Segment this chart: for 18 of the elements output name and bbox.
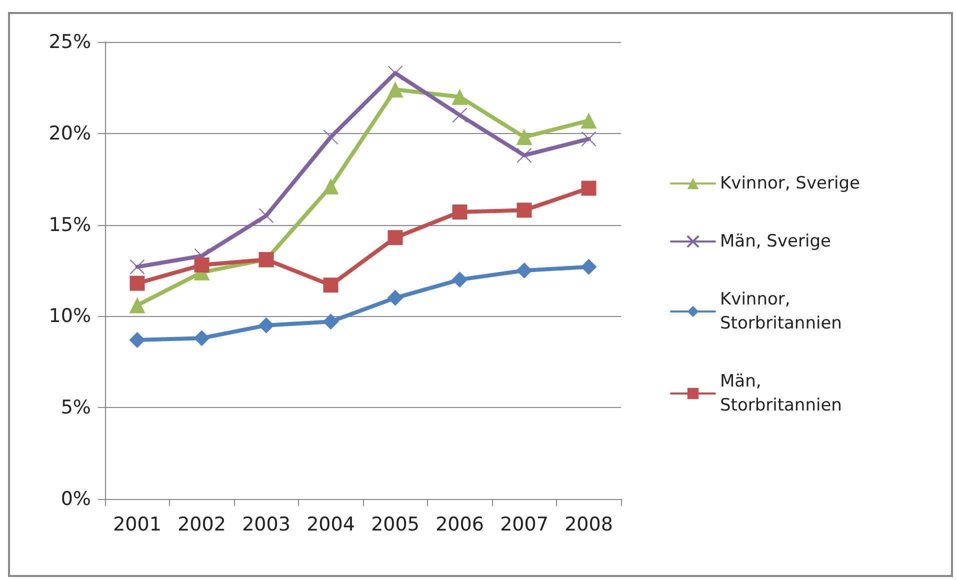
- x-tick-label: 2003: [242, 514, 290, 536]
- y-tick-label: 15%: [48, 214, 91, 236]
- legend-label: Män, Storbritannien: [720, 372, 842, 416]
- x-tick-label: 2008: [564, 514, 613, 536]
- legend-label: Kvinnor, Storbritannien: [720, 290, 842, 334]
- y-tick-label: 10%: [48, 305, 91, 328]
- x-tick-label: 2002: [178, 514, 226, 536]
- x-tick-label: 2005: [371, 514, 420, 536]
- y-tick-label: 0%: [60, 488, 91, 510]
- y-tick-label: 5%: [60, 396, 91, 419]
- y-tick-label: 25%: [48, 31, 91, 53]
- legend-label: Män, Sverige: [720, 232, 831, 252]
- x-tick-label: 2004: [306, 514, 355, 536]
- x-tick-label: 2007: [500, 514, 548, 536]
- legend-label: Kvinnor, Sverige: [720, 174, 860, 194]
- x-tick-label: 2001: [113, 514, 162, 536]
- x-tick-label: 2006: [436, 514, 484, 536]
- y-tick-label: 20%: [48, 122, 91, 144]
